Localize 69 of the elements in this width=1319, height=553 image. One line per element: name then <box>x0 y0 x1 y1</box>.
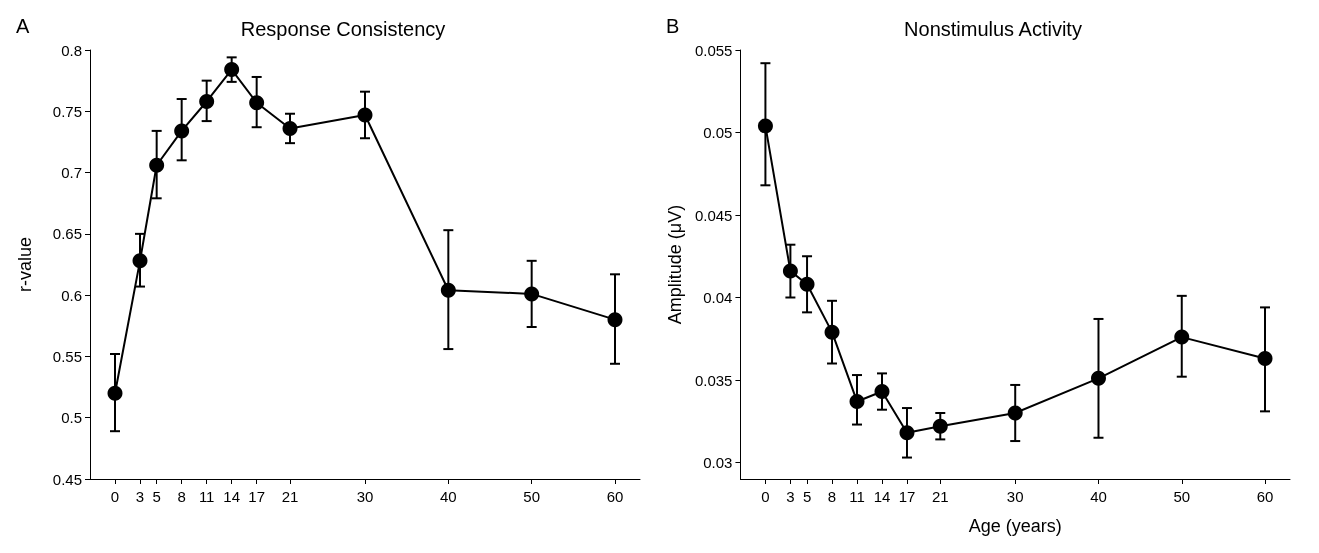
point <box>849 393 865 409</box>
point <box>782 263 798 279</box>
x-tick-label: 14 <box>223 488 241 505</box>
x-tick-label: 40 <box>439 488 457 505</box>
x-tick-label: 14 <box>873 488 891 505</box>
x-tick-label: 50 <box>523 488 541 505</box>
chart-title: Response Consistency <box>240 18 446 40</box>
y-tick-label: 0.8 <box>61 41 82 59</box>
point <box>874 384 890 400</box>
y-tick-label: 0.65 <box>52 225 82 243</box>
x-tick-label: 11 <box>849 488 865 505</box>
x-tick-label: 3 <box>135 488 145 505</box>
y-tick-label: 0.045 <box>694 206 733 224</box>
y-tick-label: 0.03 <box>703 454 733 471</box>
point <box>1257 351 1273 367</box>
point <box>440 282 456 298</box>
x-tick-label: 17 <box>898 488 916 505</box>
x-tick-label: 21 <box>931 488 949 505</box>
y-tick-label: 0.035 <box>694 371 733 389</box>
y-tick-label: 0.05 <box>703 124 733 141</box>
point <box>107 385 123 401</box>
point <box>607 312 623 328</box>
x-tick-label: 11 <box>198 488 215 505</box>
x-tick-label: 30 <box>1006 488 1024 505</box>
y-axis-title: Amplitude (μV) <box>665 204 685 325</box>
point <box>757 118 773 134</box>
y-tick-label: 0.55 <box>52 347 82 365</box>
point <box>224 62 240 78</box>
y-tick-label: 0.7 <box>61 164 82 182</box>
x-tick-label: 0 <box>110 488 120 505</box>
x-axis-title: Age (years) <box>968 516 1062 536</box>
y-tick-label: 0.45 <box>52 470 82 488</box>
x-tick-label: 0 <box>761 488 770 505</box>
y-tick-label: 0.75 <box>52 102 82 120</box>
y-tick-label: 0.04 <box>703 289 733 306</box>
x-tick-label: 8 <box>827 488 837 505</box>
x-tick-label: 60 <box>1256 488 1274 505</box>
point <box>282 120 298 136</box>
point <box>1174 329 1190 345</box>
y-tick-label: 0.6 <box>61 286 82 304</box>
point <box>199 93 215 109</box>
x-tick-label: 8 <box>177 488 186 505</box>
point <box>249 95 265 111</box>
x-tick-label: 21 <box>281 488 299 505</box>
x-tick-label: 5 <box>802 488 812 505</box>
text: B <box>666 15 680 37</box>
point <box>1091 370 1106 386</box>
chart-title: Nonstimulus Activity <box>904 18 1082 40</box>
y-tick-label: 0.055 <box>694 41 733 59</box>
x-tick-label: 60 <box>606 488 624 505</box>
point <box>932 418 948 434</box>
x-tick-label: 40 <box>1090 488 1107 505</box>
x-tick-label: 30 <box>356 488 374 505</box>
text: A <box>16 15 30 37</box>
y-axis-title: r-value <box>15 236 35 293</box>
point <box>132 253 148 269</box>
point <box>174 123 190 139</box>
x-tick-label: 50 <box>1173 488 1191 505</box>
x-tick-label: 5 <box>152 488 161 505</box>
point <box>824 324 840 340</box>
point <box>1007 405 1023 421</box>
point <box>799 276 815 292</box>
x-tick-label: 17 <box>248 488 266 505</box>
x-tick-label: 3 <box>786 488 795 505</box>
point <box>149 157 165 173</box>
point <box>357 107 373 123</box>
point <box>524 286 540 302</box>
point <box>899 425 915 441</box>
y-tick-label: 0.5 <box>61 409 82 427</box>
